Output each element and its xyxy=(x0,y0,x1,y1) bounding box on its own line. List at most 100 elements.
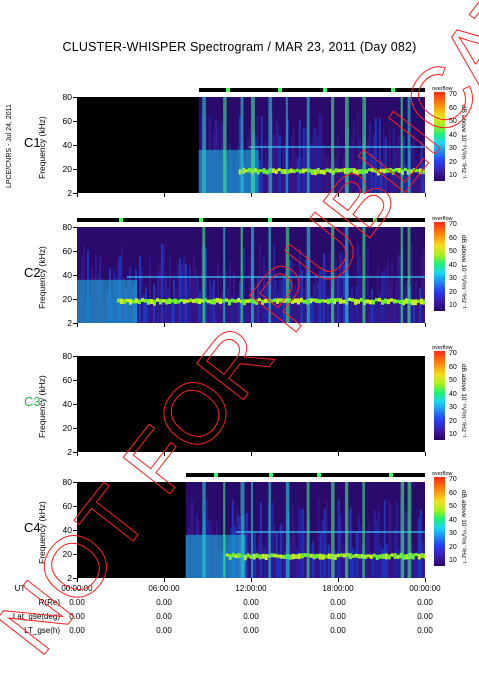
emission-band xyxy=(247,167,251,173)
spectrogram-column xyxy=(175,290,177,323)
spectrogram-column xyxy=(233,271,235,323)
spectrogram-column xyxy=(163,243,165,323)
emission-band xyxy=(360,554,364,559)
y-tick-label: 40 xyxy=(62,270,72,280)
emission-band xyxy=(390,298,393,302)
emission-band xyxy=(384,298,387,304)
spectrogram-column xyxy=(343,265,345,323)
spectrogram-column xyxy=(161,243,163,323)
spectrogram-column xyxy=(379,543,382,578)
colorbar-tick-label: 60 xyxy=(449,104,457,112)
y-tick-label: 40 xyxy=(62,140,72,150)
spectrogram-column xyxy=(245,512,248,578)
emission-band xyxy=(409,169,413,174)
emission-band xyxy=(243,299,246,306)
emission-band xyxy=(369,554,373,559)
orbit-cell: 0.00 xyxy=(243,612,259,621)
y-tick-label: 80 xyxy=(62,222,72,232)
spectrogram-column xyxy=(403,289,405,323)
spectrogram-column xyxy=(255,296,257,323)
spectrogram-column xyxy=(321,519,324,578)
spectrogram-column xyxy=(314,126,317,193)
spectrogram-column xyxy=(284,142,287,193)
spectrogram-column xyxy=(423,251,425,323)
spectrogram-column xyxy=(421,258,423,323)
emission-band xyxy=(304,168,308,172)
colorbar-tick-label: 20 xyxy=(449,288,457,296)
emission-band xyxy=(255,299,258,305)
emission-band xyxy=(270,299,273,304)
colorbar xyxy=(434,222,445,311)
spectrogram-column xyxy=(243,248,245,323)
y-tick-label: 20 xyxy=(62,294,72,304)
emission-band xyxy=(252,553,256,560)
spectrogram-column xyxy=(181,265,183,323)
spectrogram-column xyxy=(247,300,249,323)
broadband-burst xyxy=(285,227,290,323)
x-tick-mark xyxy=(338,452,339,456)
spectrogram-column xyxy=(422,163,425,193)
emission-band xyxy=(351,554,355,559)
emission-band xyxy=(339,298,342,304)
spectrogram-column xyxy=(416,169,419,193)
x-tick-mark xyxy=(77,193,78,197)
spectrogram-column xyxy=(359,525,362,578)
emission-band xyxy=(384,553,388,560)
emission-band xyxy=(276,298,279,304)
orbit-cell: 00:00:00 xyxy=(61,584,93,593)
emission-band xyxy=(396,299,399,304)
spectrogram-column xyxy=(308,143,311,193)
orbit-cell: 0.00 xyxy=(330,612,346,621)
y-tick-mark xyxy=(73,169,77,170)
emission-band xyxy=(165,299,168,305)
status-mark xyxy=(214,473,219,477)
broadband-burst xyxy=(407,227,411,323)
emission-band xyxy=(349,168,353,173)
colorbar-tick-label: 50 xyxy=(449,248,457,255)
spectrogram-column xyxy=(402,136,405,193)
emission-band xyxy=(207,299,210,304)
spectrogram-svg xyxy=(198,97,425,193)
spectrogram-column xyxy=(419,509,422,578)
colorbar-tick-label: 60 xyxy=(449,234,457,242)
emission-band xyxy=(282,554,286,559)
emission-band xyxy=(186,299,189,303)
y-tick-mark xyxy=(73,251,77,252)
colorbar-tick-label: 10 xyxy=(449,302,457,309)
spectrogram-column xyxy=(179,258,181,323)
broadband-burst xyxy=(344,482,349,578)
y-tick-mark xyxy=(73,299,77,300)
emission-band xyxy=(387,299,390,305)
x-tick-mark xyxy=(425,193,426,197)
colorbar-label: dB above 10⁻⁸V²m⁻²Hz⁻¹ xyxy=(460,490,467,564)
spectrogram-column xyxy=(417,301,419,323)
broadband-burst xyxy=(268,227,272,323)
spectrogram-column xyxy=(139,256,141,323)
y-axis-label: Frequency (kHz) xyxy=(37,375,47,438)
spectrogram-column xyxy=(340,171,343,193)
emission-band xyxy=(415,168,419,173)
emission-band xyxy=(273,553,277,558)
spectrogram-column xyxy=(392,128,395,193)
colorbar-tick-label: 70 xyxy=(449,476,457,483)
spectrogram-column xyxy=(211,285,213,323)
x-tick-mark xyxy=(425,452,426,456)
spectrogram-column xyxy=(413,300,415,323)
spectrogram-column xyxy=(237,294,239,323)
spectrogram-column xyxy=(315,556,318,578)
spectrogram-column xyxy=(159,262,161,323)
colorbar-tick-label: 40 xyxy=(449,516,457,524)
emission-band xyxy=(315,553,319,559)
spectrogram-column xyxy=(350,139,353,193)
spectrogram-column xyxy=(288,163,291,193)
status-mark xyxy=(198,218,203,222)
emission-band xyxy=(231,298,234,303)
spectrogram-column xyxy=(326,155,329,193)
spectrogram-column xyxy=(296,158,299,193)
colorbar-tick-label: 40 xyxy=(449,131,457,139)
spectrogram-column xyxy=(327,295,329,323)
spectrogram-column xyxy=(231,294,233,323)
emission-band xyxy=(385,168,389,173)
spectrogram-column xyxy=(318,114,321,193)
emission-band xyxy=(237,298,240,303)
